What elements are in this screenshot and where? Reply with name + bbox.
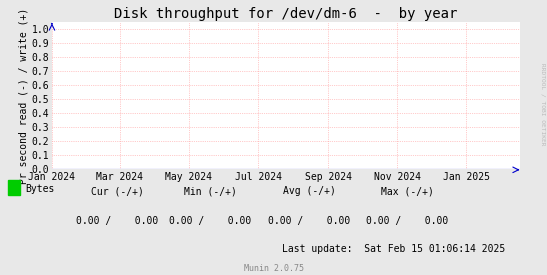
- Title: Disk throughput for /dev/dm-6  -  by year: Disk throughput for /dev/dm-6 - by year: [114, 7, 457, 21]
- Text: Cur (-/+): Cur (-/+): [91, 186, 144, 196]
- Text: Last update:  Sat Feb 15 01:06:14 2025: Last update: Sat Feb 15 01:06:14 2025: [282, 244, 505, 254]
- Y-axis label: Pr second read (-) / write (+): Pr second read (-) / write (+): [19, 7, 29, 184]
- Text: 0.00 /    0.00: 0.00 / 0.00: [268, 216, 350, 226]
- Text: 0.00 /    0.00: 0.00 / 0.00: [366, 216, 449, 226]
- Text: Max (-/+): Max (-/+): [381, 186, 434, 196]
- Text: RRDTOOL / TOBI OETIKER: RRDTOOL / TOBI OETIKER: [541, 63, 546, 146]
- Text: 0.00 /    0.00: 0.00 / 0.00: [77, 216, 159, 226]
- Text: Bytes: Bytes: [26, 184, 55, 194]
- Text: Avg (-/+): Avg (-/+): [283, 186, 335, 196]
- Text: 0.00 /    0.00: 0.00 / 0.00: [170, 216, 252, 226]
- Text: Min (-/+): Min (-/+): [184, 186, 237, 196]
- Text: Munin 2.0.75: Munin 2.0.75: [243, 264, 304, 273]
